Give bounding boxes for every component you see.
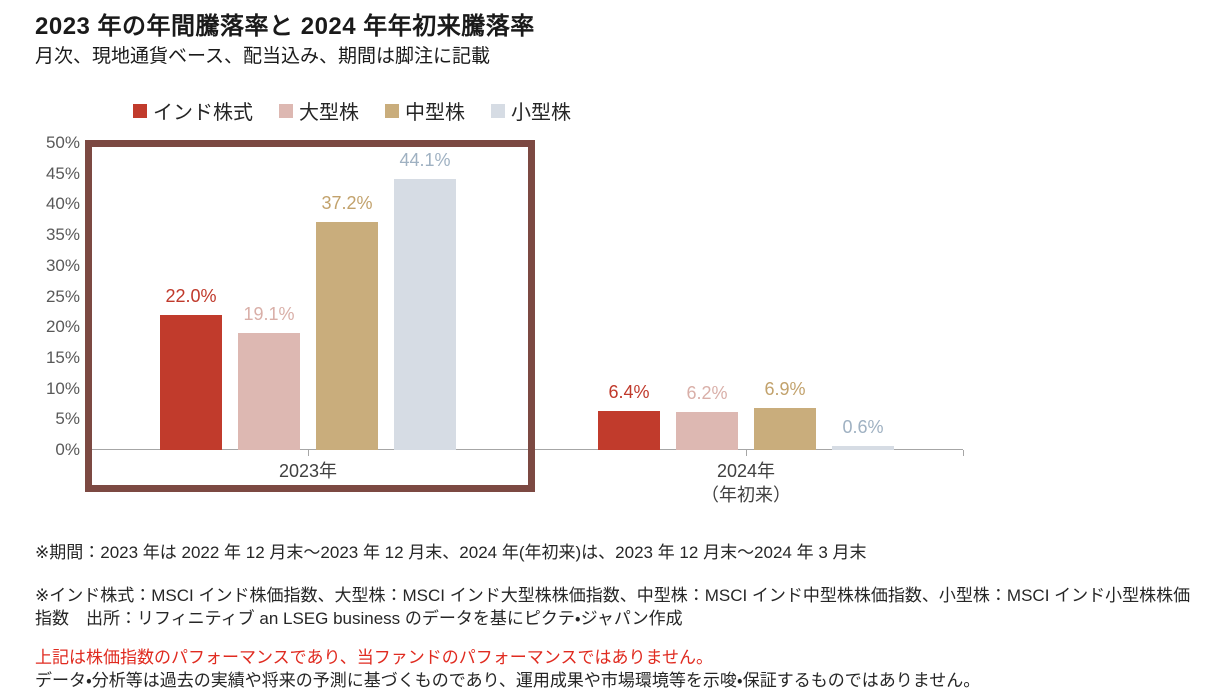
legend-label: 小型株: [511, 102, 571, 124]
legend-label: 大型株: [299, 102, 359, 124]
legend-label: 中型株: [405, 102, 465, 124]
legend-label: インド株式: [153, 102, 253, 124]
x-axis-category-label: 2023年: [228, 459, 388, 483]
chart-legend: インド株式 大型株 中型株 小型株: [133, 96, 571, 125]
x-axis-category-label-line: 2024年: [716, 461, 776, 481]
y-axis-tick-label: 40%: [45, 194, 80, 214]
x-axis-line: [90, 449, 963, 450]
x-axis-category-label-line: 2023年: [278, 461, 338, 481]
legend-swatch-icon: [385, 103, 399, 118]
footnote-disclaimer: データ・分析等は過去の実績や将来の予測に基づくものであり、運用成果や市場環境等を…: [35, 671, 981, 690]
y-axis-tick-label: 0%: [55, 440, 80, 459]
legend-item-1: 大型株: [279, 96, 359, 125]
bar-2024年（年初来）-インド株式: [598, 411, 660, 450]
legend-swatch-icon: [491, 103, 505, 118]
y-axis-tick-label: 30%: [45, 255, 80, 275]
bar-value-label: 6.2%: [686, 383, 728, 403]
y-axis-tick-label: 50%: [45, 133, 80, 152]
bar-2023年-インド株式: [160, 315, 222, 450]
y-axis-tick-label: 45%: [45, 163, 80, 183]
bar-value-label: 6.9%: [764, 379, 806, 399]
y-axis-tick-label: 10%: [45, 378, 80, 398]
legend-item-0: インド株式: [133, 96, 253, 125]
x-axis-category-label: 2024年 （年初来）: [666, 459, 826, 507]
page-subtitle: 月次、現地通貨ベース、配当込み、期間は脚注に記載: [35, 46, 491, 67]
legend-item-2: 中型株: [385, 96, 465, 125]
bar-2023年-小型株: [394, 179, 456, 450]
bar-chart: 50% 45% 40% 35% 30% 25% 20% 15% 10% 5% 0% 22.0% 6.4%…: [45, 133, 964, 507]
legend-swatch-icon: [279, 103, 293, 118]
x-axis-tick: [308, 450, 309, 456]
y-axis-tick-label: 25%: [45, 286, 80, 306]
x-axis-tick: [963, 450, 964, 456]
bar-value-label: 6.4%: [608, 382, 650, 402]
bar-2024年（年初来）-大型株: [676, 412, 738, 450]
legend-item-3: 小型株: [491, 96, 571, 125]
highlight-box: [85, 140, 535, 492]
legend-swatch-icon: [133, 103, 147, 118]
bar-2023年-中型株: [316, 222, 378, 450]
bar-value-label: 22.0%: [165, 286, 217, 306]
bar-value-label: 19.1%: [243, 304, 295, 324]
bar-2023年-大型株: [238, 333, 300, 450]
bar-value-label: 0.6%: [842, 417, 884, 437]
bar-2024年（年初来）-中型株: [754, 408, 816, 450]
bar-value-label: 44.1%: [399, 150, 451, 170]
bar-2024年（年初来）-小型株: [832, 446, 894, 450]
x-axis-category-label-line: （年初来）: [701, 485, 791, 505]
y-axis-tick-label: 35%: [45, 225, 80, 245]
footnote-indices: ※インド株式：MSCI インド株価指数、大型株：MSCI インド大型株株価指数、…: [35, 586, 1191, 628]
bar-value-label: 37.2%: [321, 193, 373, 213]
y-axis-tick-label: 15%: [45, 347, 80, 367]
x-axis-tick: [746, 450, 747, 456]
page-title: 2023 年の年間騰落率と 2024 年年初来騰落率: [35, 13, 535, 40]
y-axis-tick-label: 5%: [55, 409, 80, 429]
footnote-period: ※期間：2023 年は 2022 年 12 月末～2023 年 12 月末、20…: [35, 543, 867, 562]
y-axis-tick-label: 20%: [45, 317, 80, 337]
footnote-warning: 上記は株価指数のパフォーマンスであり、当ファンドのパフォーマンスではありません。: [35, 648, 713, 667]
